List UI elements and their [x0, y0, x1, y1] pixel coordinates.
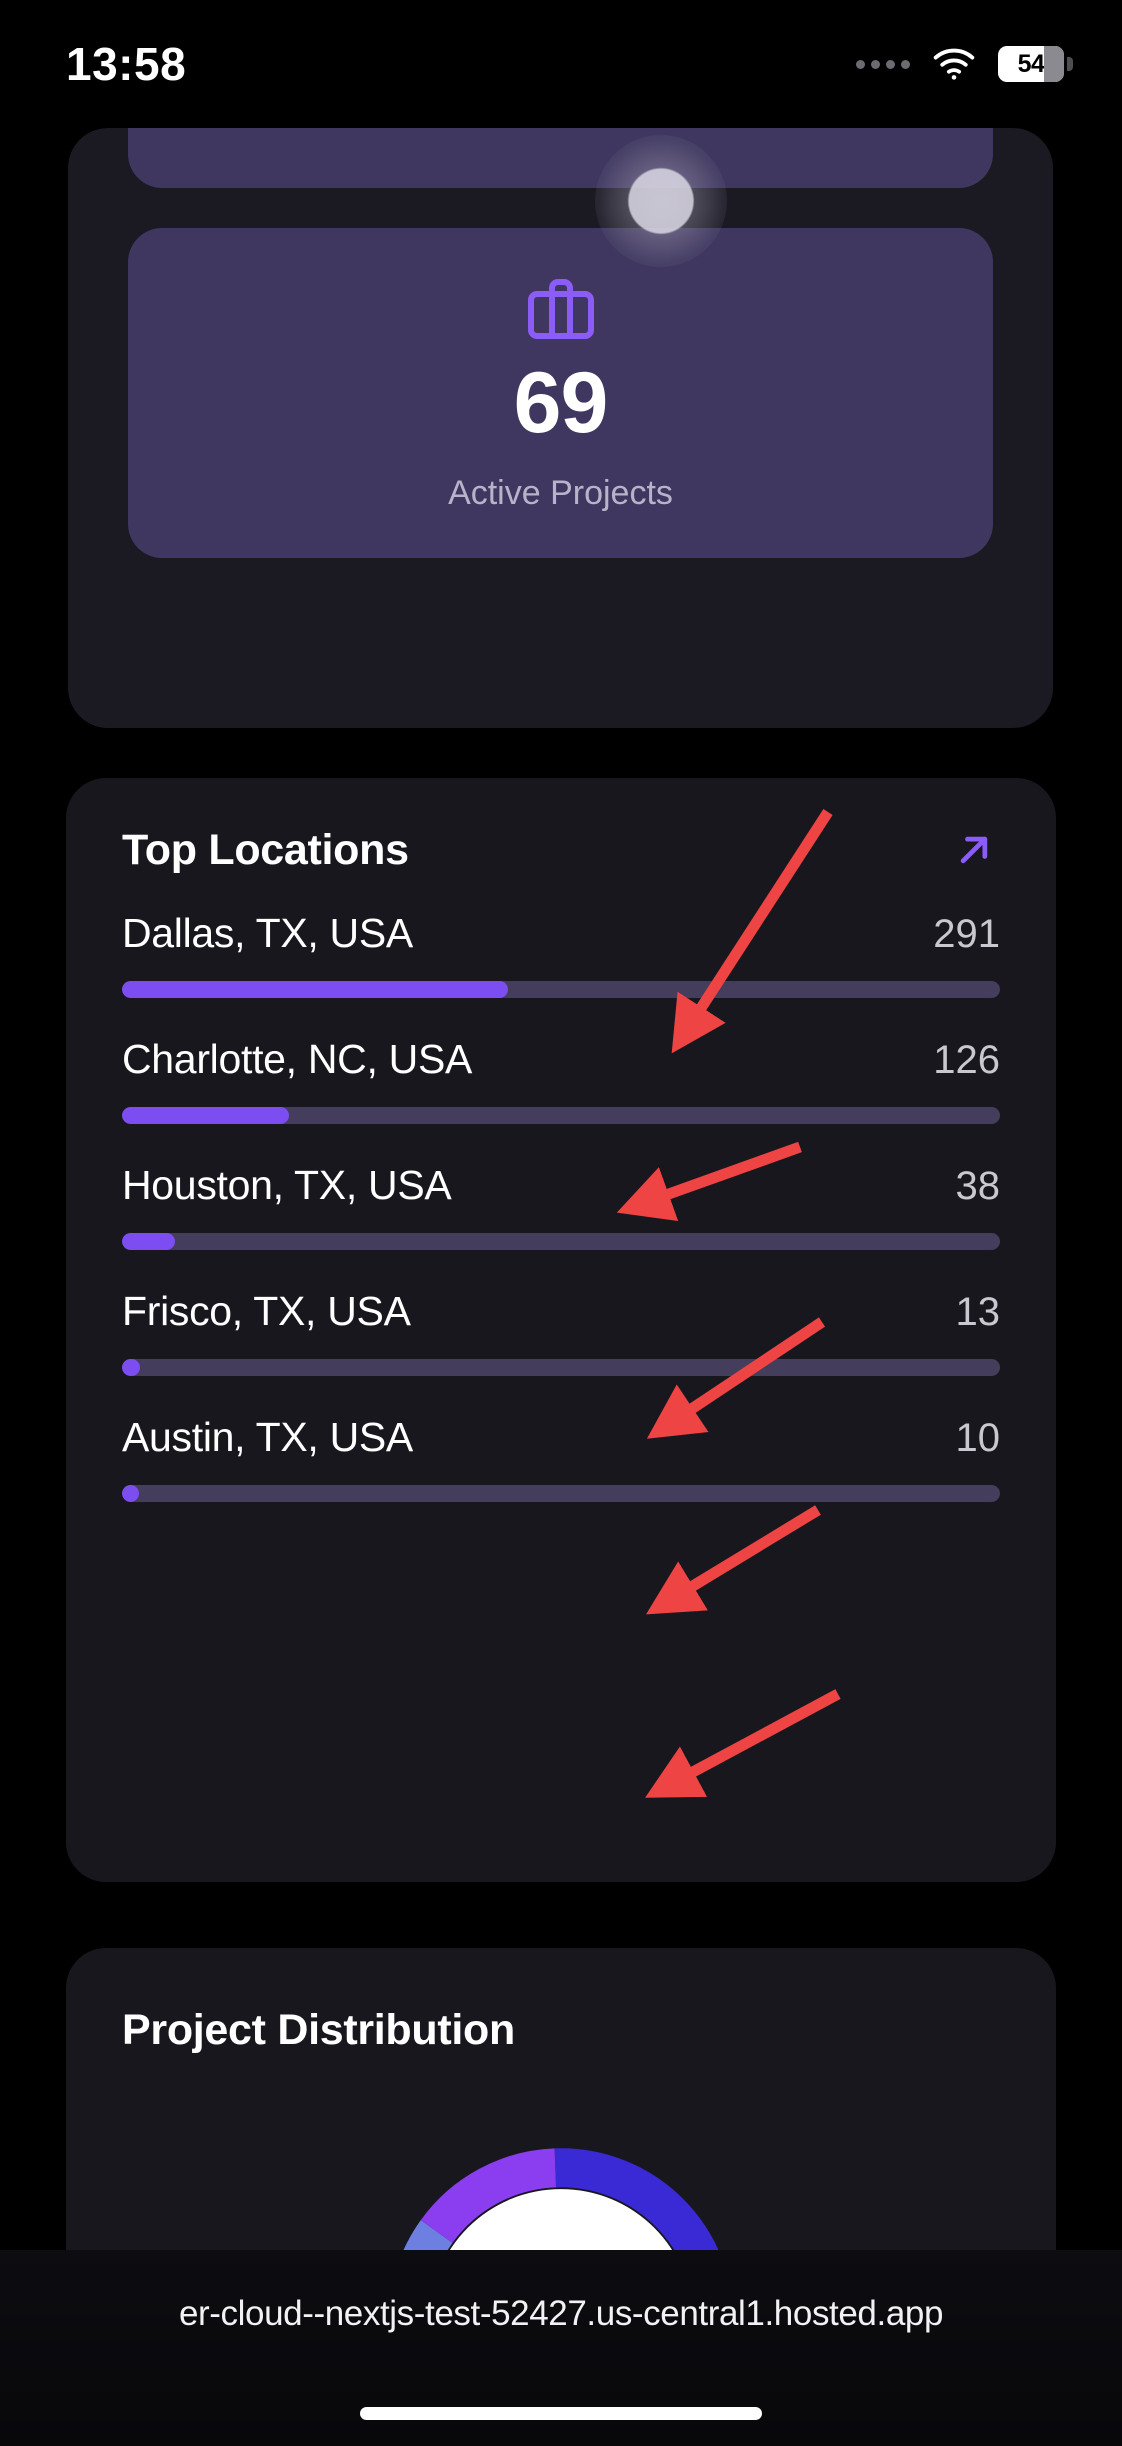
location-name: Charlotte, NC, USA — [122, 1036, 473, 1082]
status-bar: 13:58 54 — [0, 0, 1122, 128]
location-line: Frisco, TX, USA 13 — [122, 1288, 1000, 1335]
battery-icon: 54 — [998, 46, 1073, 82]
location-row[interactable]: Houston, TX, USA 38 — [122, 1162, 1000, 1250]
location-progress-fill — [122, 981, 509, 998]
home-indicator[interactable] — [360, 2407, 762, 2420]
location-line: Houston, TX, USA 38 — [122, 1162, 1000, 1209]
arrow-up-right-icon[interactable] — [948, 824, 1000, 876]
location-count: 126 — [933, 1038, 1000, 1082]
stat-label: Active Projects — [448, 474, 673, 512]
location-name: Dallas, TX, USA — [122, 910, 413, 956]
browser-url-text[interactable]: er-cloud--nextjs-test-52427.us-central1.… — [178, 2294, 944, 2333]
location-count: 38 — [955, 1164, 1001, 1208]
location-progress-fill — [122, 1107, 289, 1124]
location-line: Austin, TX, USA 10 — [122, 1414, 1000, 1461]
status-clock: 13:58 — [66, 38, 187, 90]
location-progress-track — [122, 1233, 1000, 1250]
location-name: Frisco, TX, USA — [122, 1288, 411, 1334]
top-locations-title: Top Locations — [122, 825, 409, 874]
location-row[interactable]: Austin, TX, USA 10 — [122, 1414, 1000, 1502]
project-distribution-title: Project Distribution — [122, 2006, 515, 2054]
location-row[interactable]: Frisco, TX, USA 13 — [122, 1288, 1000, 1376]
location-row[interactable]: Charlotte, NC, USA 126 — [122, 1036, 1000, 1124]
stats-card: 69 Active Projects — [68, 128, 1053, 728]
briefcase-icon — [525, 273, 597, 350]
location-count: 13 — [955, 1290, 1001, 1334]
location-progress-fill — [122, 1359, 140, 1376]
location-progress-track — [122, 1485, 1000, 1502]
location-progress-fill — [122, 1233, 175, 1250]
status-indicators: 54 — [856, 46, 1073, 82]
top-locations-header: Top Locations — [122, 824, 1000, 876]
signal-dots-icon — [856, 59, 910, 69]
browser-url-bar[interactable]: er-cloud--nextjs-test-52427.us-central1.… — [0, 2250, 1122, 2446]
location-name: Houston, TX, USA — [122, 1162, 452, 1208]
location-progress-track — [122, 1107, 1000, 1124]
battery-level: 54 — [1017, 49, 1045, 78]
location-count: 10 — [955, 1416, 1001, 1460]
stat-tile-active-projects[interactable]: 69 Active Projects — [128, 228, 993, 558]
location-progress-fill — [122, 1485, 139, 1502]
location-line: Charlotte, NC, USA 126 — [122, 1036, 1000, 1083]
stat-value: 69 — [513, 355, 609, 451]
location-progress-track — [122, 1359, 1000, 1376]
top-locations-card: Top Locations Dallas, TX, USA 291 Charlott… — [66, 778, 1056, 1882]
location-name: Austin, TX, USA — [122, 1414, 413, 1460]
location-line: Dallas, TX, USA 291 — [122, 910, 1000, 957]
stat-tile-previous[interactable] — [128, 128, 993, 188]
location-count: 291 — [933, 912, 1000, 956]
location-progress-track — [122, 981, 1000, 998]
location-row[interactable]: Dallas, TX, USA 291 — [122, 910, 1000, 998]
wifi-icon — [932, 47, 976, 81]
top-locations-list: Dallas, TX, USA 291 Charlotte, NC, USA 126 H… — [122, 910, 1000, 1502]
